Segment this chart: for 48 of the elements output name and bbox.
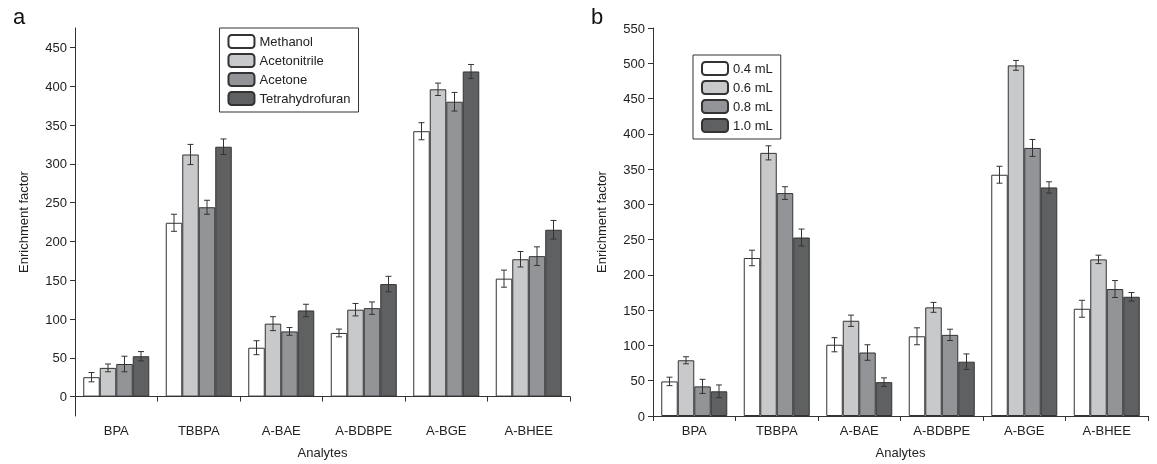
- y-tick-label: 250: [623, 232, 645, 248]
- x-axis-title: Analytes: [875, 445, 926, 460]
- y-tick-label: 550: [623, 20, 645, 36]
- y-tick-label: 300: [45, 156, 67, 172]
- y-tick-label: 100: [45, 311, 67, 327]
- x-tick-label: TBBPA: [177, 423, 220, 438]
- y-tick-label: 400: [623, 126, 645, 142]
- legend-label: 0.6 mL: [733, 80, 773, 95]
- legend-label: Methanol: [259, 34, 314, 49]
- legend-label: Tetrahydrofuran: [259, 91, 351, 106]
- legend-label: Acetonitrile: [259, 53, 324, 68]
- y-tick-label: 50: [52, 350, 67, 366]
- legend-label: 0.8 mL: [733, 99, 773, 114]
- legend-label: 1.0 mL: [733, 118, 773, 133]
- y-tick-label: 0: [59, 389, 67, 405]
- x-tick-label: A-BDBPE: [913, 423, 971, 438]
- y-tick-label: 450: [623, 91, 645, 107]
- y-tick-label: 500: [623, 55, 645, 71]
- y-axis-title: Enrichment factor: [594, 170, 609, 273]
- x-axis-title: Analytes: [297, 445, 348, 460]
- y-tick-label: 200: [45, 233, 67, 249]
- y-tick-label: 250: [45, 195, 67, 211]
- legend-label: Acetone: [259, 72, 308, 87]
- x-tick-label: A-BHEE: [1082, 423, 1132, 438]
- x-tick-label: A-BGE: [426, 423, 467, 438]
- y-tick-label: 0: [637, 408, 645, 424]
- x-tick-label: A-BDBPE: [335, 423, 393, 438]
- x-tick-label: A-BAE: [839, 423, 880, 438]
- y-tick-label: 400: [45, 78, 67, 94]
- x-tick-label: A-BAE: [261, 423, 302, 438]
- y-tick-label: 100: [623, 337, 645, 353]
- chart-title: b: [591, 3, 604, 29]
- y-tick-label: 450: [45, 39, 67, 55]
- y-axis-title: Enrichment factor: [16, 170, 31, 273]
- y-tick-label: 300: [623, 196, 645, 212]
- x-tick-label: A-BGE: [1004, 423, 1045, 438]
- legend-label: 0.4 mL: [733, 61, 773, 76]
- chart-title: a: [13, 3, 26, 29]
- y-tick-label: 200: [623, 267, 645, 283]
- y-tick-label: 150: [45, 272, 67, 288]
- x-tick-label: BPA: [103, 423, 130, 438]
- y-tick-label: 50: [630, 373, 645, 389]
- x-tick-label: BPA: [681, 423, 708, 438]
- x-tick-label: A-BHEE: [504, 423, 554, 438]
- x-tick-label: TBBPA: [755, 423, 798, 438]
- y-tick-label: 150: [623, 302, 645, 318]
- y-tick-label: 350: [45, 117, 67, 133]
- y-tick-label: 350: [623, 161, 645, 177]
